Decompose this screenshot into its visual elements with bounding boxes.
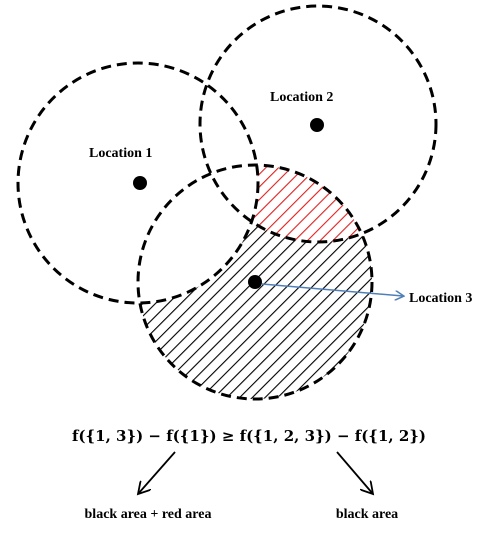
location-3-dot (248, 275, 262, 289)
location-3-label: Location 3 (409, 291, 472, 306)
submodularity-formula: f({1, 3}) − f({1}) ≥ f({1, 2, 3}) − f({1… (72, 427, 426, 445)
coverage-circle-2 (198, 4, 438, 244)
black-plus-red-area-label: black area + red area (85, 507, 212, 522)
location-2-label: Location 2 (270, 90, 333, 105)
left-down-arrow (138, 451, 176, 494)
coverage-circle-3 (136, 163, 374, 401)
location-1-label: Location 1 (89, 146, 152, 161)
location-3-pointer-arrow (261, 283, 403, 296)
location-1-dot (133, 176, 147, 190)
coverage-circle-1 (16, 61, 260, 305)
right-down-arrow (336, 451, 373, 494)
location-2-dot (310, 118, 324, 132)
black-area-label: black area (336, 507, 398, 522)
